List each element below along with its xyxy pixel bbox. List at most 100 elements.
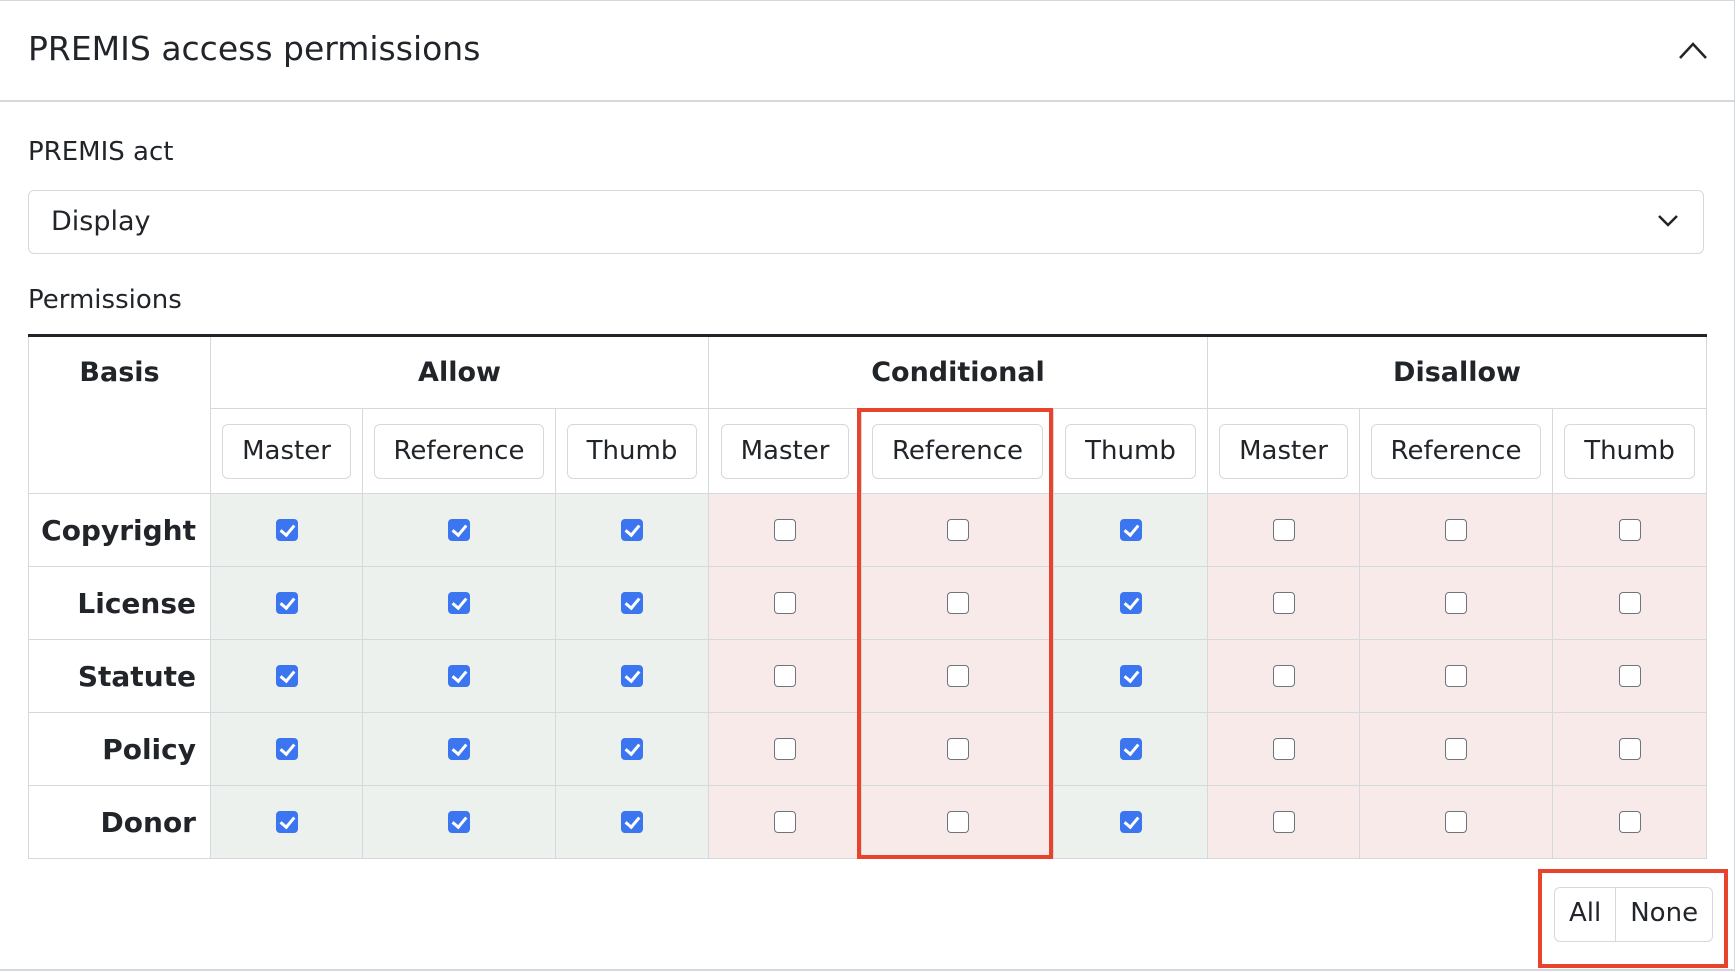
permission-cell bbox=[1359, 712, 1554, 786]
permission-cell bbox=[210, 493, 363, 567]
checkbox-license-allow-master[interactable] bbox=[275, 592, 298, 614]
checkbox-copyright-disallow-thumb[interactable] bbox=[1618, 519, 1641, 541]
checkbox-license-conditional-reference[interactable] bbox=[946, 592, 969, 614]
checkbox-copyright-conditional-thumb[interactable] bbox=[1119, 519, 1142, 541]
checkbox-copyright-conditional-master[interactable] bbox=[774, 519, 796, 541]
permission-cell bbox=[555, 493, 709, 567]
checkbox-policy-disallow-thumb[interactable] bbox=[1618, 738, 1641, 760]
panel-title: PREMIS access permissions bbox=[28, 29, 481, 68]
select-none-button[interactable]: None bbox=[1615, 888, 1712, 941]
permission-cell bbox=[555, 785, 709, 859]
permission-cell bbox=[555, 639, 709, 713]
permission-cell bbox=[1052, 566, 1209, 640]
checkbox-copyright-allow-reference[interactable] bbox=[448, 519, 470, 541]
permission-cell bbox=[1552, 639, 1708, 713]
checkbox-donor-allow-reference[interactable] bbox=[448, 811, 470, 833]
subheader-cell: Master bbox=[210, 408, 363, 494]
permission-cell bbox=[210, 712, 363, 786]
checkbox-statute-allow-master[interactable] bbox=[275, 665, 298, 687]
toggle-conditional-thumb-button[interactable]: Thumb bbox=[1065, 423, 1196, 479]
checkbox-statute-conditional-reference[interactable] bbox=[946, 665, 969, 687]
table-row: Statute bbox=[28, 639, 1708, 713]
checkbox-statute-disallow-reference[interactable] bbox=[1445, 665, 1468, 687]
checkbox-statute-conditional-master[interactable] bbox=[774, 665, 796, 687]
basis-label: Donor bbox=[28, 785, 211, 859]
checkbox-license-disallow-reference[interactable] bbox=[1445, 592, 1468, 614]
permission-cell bbox=[1359, 493, 1554, 567]
subheader-cell: Thumb bbox=[1052, 408, 1209, 494]
group-header-conditional: Conditional bbox=[707, 335, 1209, 409]
checkbox-statute-conditional-thumb[interactable] bbox=[1119, 665, 1142, 687]
permission-cell bbox=[362, 712, 556, 786]
checkbox-policy-disallow-master[interactable] bbox=[1272, 738, 1295, 760]
checkbox-license-disallow-thumb[interactable] bbox=[1618, 592, 1641, 614]
permissions-table: Basis Allow Conditional Disallow Master R… bbox=[28, 334, 1708, 859]
checkbox-policy-allow-thumb[interactable] bbox=[621, 738, 643, 760]
table-row: Donor bbox=[28, 785, 1708, 859]
toggle-disallow-master-button[interactable]: Master bbox=[1219, 423, 1348, 479]
checkbox-donor-conditional-thumb[interactable] bbox=[1119, 811, 1142, 833]
toggle-allow-thumb-button[interactable]: Thumb bbox=[566, 423, 698, 479]
basis-label: Copyright bbox=[28, 493, 211, 567]
checkbox-statute-disallow-thumb[interactable] bbox=[1618, 665, 1641, 687]
panel-header[interactable]: PREMIS access permissions bbox=[0, 1, 1734, 102]
permission-cell bbox=[1052, 639, 1209, 713]
checkbox-donor-conditional-master[interactable] bbox=[774, 811, 796, 833]
subheader-cell: Reference bbox=[362, 408, 556, 494]
checkbox-policy-allow-reference[interactable] bbox=[448, 738, 470, 760]
checkbox-policy-conditional-master[interactable] bbox=[774, 738, 796, 760]
permission-cell bbox=[362, 566, 556, 640]
select-all-button[interactable]: All bbox=[1569, 898, 1602, 928]
toggle-disallow-thumb-button[interactable]: Thumb bbox=[1564, 423, 1695, 479]
permission-cell bbox=[1359, 639, 1554, 713]
checkbox-copyright-conditional-reference[interactable] bbox=[946, 519, 969, 541]
permission-cell bbox=[708, 493, 862, 567]
subheader-cell: Thumb bbox=[555, 408, 709, 494]
checkbox-donor-disallow-master[interactable] bbox=[1272, 811, 1295, 833]
toggle-allow-reference-button[interactable]: Reference bbox=[373, 423, 545, 479]
checkbox-donor-allow-master[interactable] bbox=[275, 811, 298, 833]
permission-cell bbox=[210, 566, 363, 640]
premis-act-select[interactable]: Display bbox=[28, 190, 1704, 254]
permission-cell bbox=[1052, 493, 1209, 567]
checkbox-policy-conditional-thumb[interactable] bbox=[1119, 738, 1142, 760]
permission-cell bbox=[861, 639, 1054, 713]
checkbox-donor-allow-thumb[interactable] bbox=[621, 811, 643, 833]
toggle-disallow-reference-button[interactable]: Reference bbox=[1370, 423, 1542, 479]
toggle-allow-master-button[interactable]: Master bbox=[222, 423, 351, 479]
permission-cell bbox=[1052, 712, 1209, 786]
checkbox-statute-allow-thumb[interactable] bbox=[621, 665, 643, 687]
checkbox-statute-disallow-master[interactable] bbox=[1272, 665, 1295, 687]
permission-cell bbox=[1207, 712, 1361, 786]
checkbox-donor-disallow-reference[interactable] bbox=[1445, 811, 1468, 833]
permission-cell bbox=[861, 785, 1054, 859]
checkbox-license-conditional-master[interactable] bbox=[774, 592, 796, 614]
permission-cell bbox=[861, 566, 1054, 640]
chevron-up-icon[interactable] bbox=[1678, 39, 1708, 61]
checkbox-copyright-allow-master[interactable] bbox=[275, 519, 298, 541]
checkbox-statute-allow-reference[interactable] bbox=[448, 665, 470, 687]
permission-cell bbox=[708, 639, 862, 713]
checkbox-donor-disallow-thumb[interactable] bbox=[1618, 811, 1641, 833]
checkbox-policy-disallow-reference[interactable] bbox=[1445, 738, 1468, 760]
checkbox-copyright-disallow-master[interactable] bbox=[1272, 519, 1295, 541]
permission-cell bbox=[1552, 566, 1708, 640]
toggle-conditional-reference-button[interactable]: Reference bbox=[872, 423, 1043, 479]
permission-cell bbox=[362, 493, 556, 567]
checkbox-copyright-disallow-reference[interactable] bbox=[1445, 519, 1468, 541]
subheader-cell: Reference bbox=[1359, 408, 1554, 494]
permission-cell bbox=[1359, 566, 1554, 640]
subheader-cell: Master bbox=[708, 408, 862, 494]
checkbox-copyright-allow-thumb[interactable] bbox=[621, 519, 643, 541]
checkbox-license-allow-reference[interactable] bbox=[448, 592, 470, 614]
checkbox-donor-conditional-reference[interactable] bbox=[946, 811, 969, 833]
checkbox-license-disallow-master[interactable] bbox=[1272, 592, 1295, 614]
permission-cell bbox=[861, 493, 1054, 567]
permission-cell bbox=[708, 785, 862, 859]
checkbox-license-conditional-thumb[interactable] bbox=[1119, 592, 1142, 614]
toggle-conditional-master-button[interactable]: Master bbox=[720, 423, 850, 479]
checkbox-policy-allow-master[interactable] bbox=[275, 738, 298, 760]
checkbox-policy-conditional-reference[interactable] bbox=[946, 738, 969, 760]
select-all-none-group: All None bbox=[1554, 887, 1714, 942]
checkbox-license-allow-thumb[interactable] bbox=[621, 592, 643, 614]
